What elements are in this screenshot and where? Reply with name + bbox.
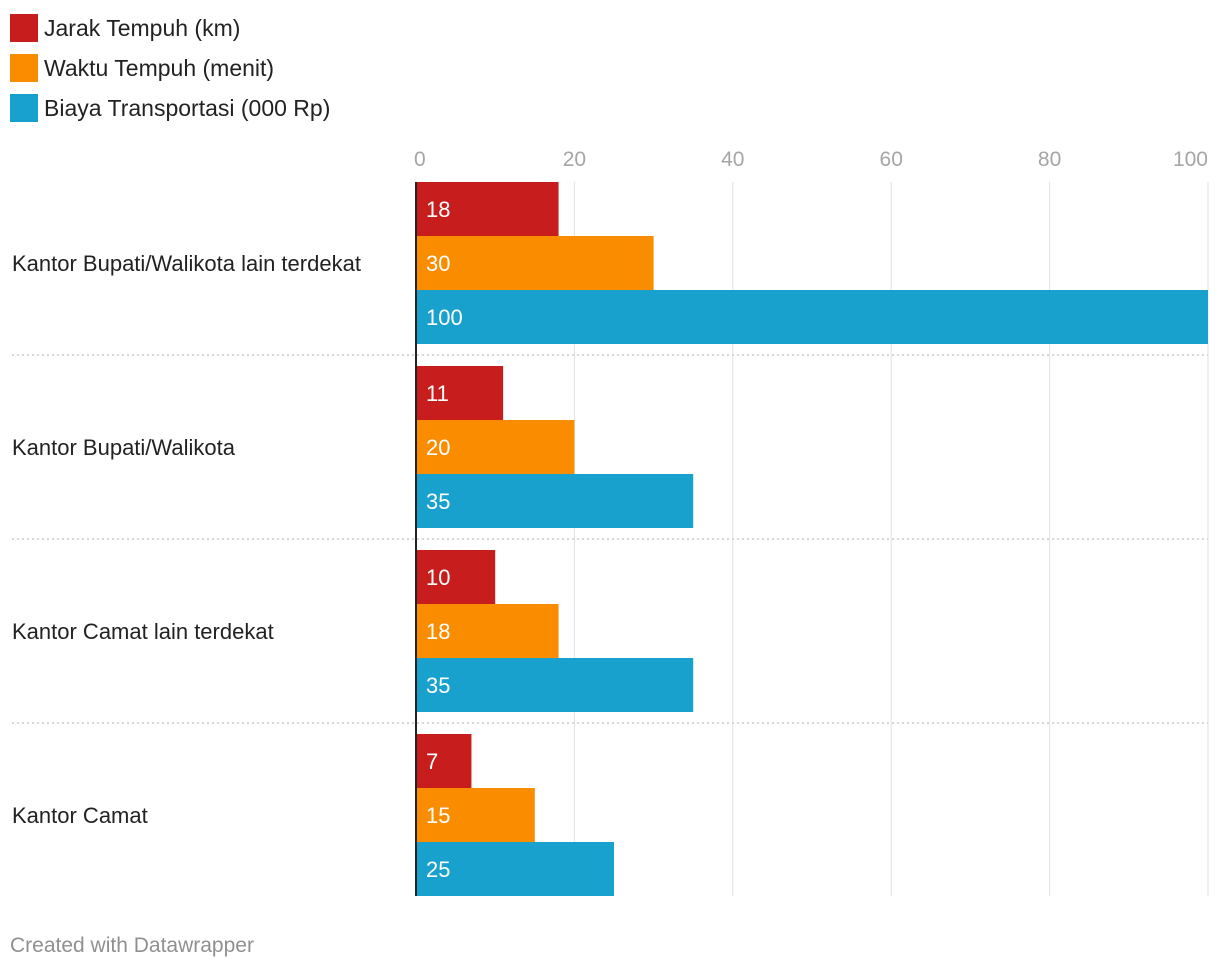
bar-value-label: 15	[426, 803, 450, 828]
bar	[416, 420, 575, 474]
bar-value-label: 30	[426, 251, 450, 276]
category-label: Kantor Bupati/Walikota lain terdekat	[12, 251, 361, 276]
bar-chart: 0 20 40 60 80 100 Kantor Bupati/Walikota lain …	[12, 148, 1209, 896]
bar-value-label: 18	[426, 619, 450, 644]
bar-value-label: 18	[426, 197, 450, 222]
legend-swatch	[10, 54, 38, 82]
legend-swatch	[10, 94, 38, 122]
x-tick-label: 0	[414, 148, 426, 171]
x-tick-label: 100	[1173, 148, 1208, 171]
x-tick-label: 60	[880, 148, 903, 171]
bar	[416, 182, 559, 236]
bar-value-label: 11	[426, 381, 449, 406]
bar-value-label: 25	[426, 857, 450, 882]
bar	[416, 842, 614, 896]
legend-label: Biaya Transportasi (000 Rp)	[44, 94, 331, 121]
bar	[416, 290, 1208, 344]
bar	[416, 366, 504, 420]
bar-value-label: 35	[426, 489, 450, 514]
bar	[416, 734, 472, 788]
bar-value-label: 35	[426, 673, 450, 698]
bar	[416, 550, 496, 604]
category-label: Kantor Camat	[12, 803, 148, 828]
x-tick-label: 40	[721, 148, 744, 171]
category-label: Kantor Camat lain terdekat	[12, 619, 274, 644]
legend-item: Waktu Tempuh (menit)	[10, 48, 330, 88]
category-label: Kantor Bupati/Walikota	[12, 435, 236, 460]
x-tick-label: 20	[563, 148, 586, 171]
legend-swatch	[10, 14, 38, 42]
bar-value-label: 10	[426, 565, 450, 590]
legend-item: Jarak Tempuh (km)	[10, 8, 330, 48]
bar	[416, 236, 654, 290]
bar	[416, 658, 694, 712]
x-tick-label: 80	[1038, 148, 1061, 171]
bar-value-label: 7	[426, 749, 438, 774]
legend-item: Biaya Transportasi (000 Rp)	[10, 88, 330, 128]
bar	[416, 604, 559, 658]
bar	[416, 474, 694, 528]
legend: Jarak Tempuh (km) Waktu Tempuh (menit) B…	[10, 8, 330, 128]
bar-value-label: 100	[426, 305, 463, 330]
legend-label: Waktu Tempuh (menit)	[44, 54, 275, 81]
legend-label: Jarak Tempuh (km)	[44, 14, 241, 41]
footer-credit: Created with Datawrapper	[10, 934, 254, 957]
bar-value-label: 20	[426, 435, 450, 460]
bar	[416, 788, 535, 842]
